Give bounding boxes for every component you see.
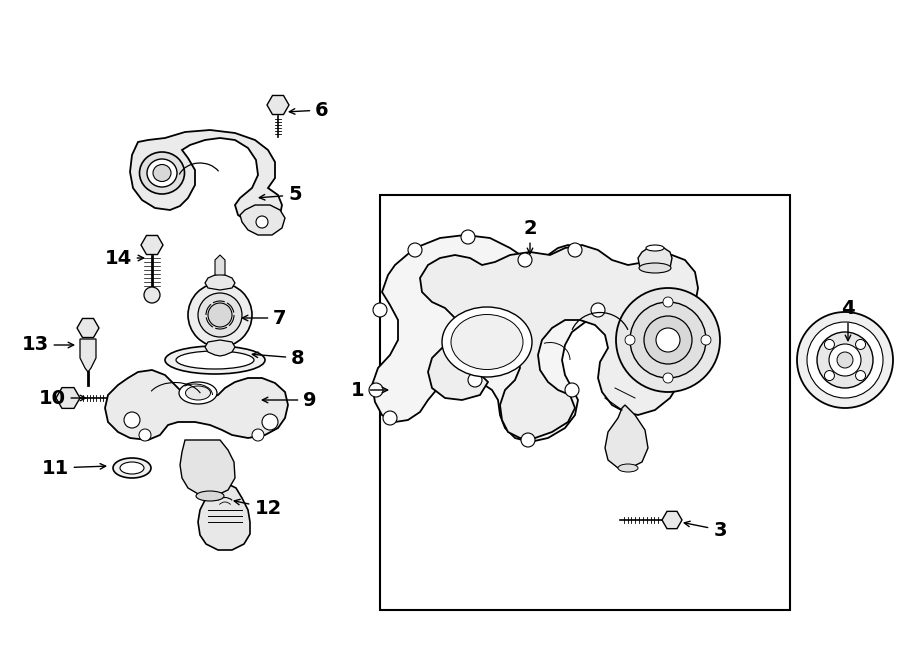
Circle shape	[856, 340, 866, 350]
Circle shape	[468, 373, 482, 387]
Circle shape	[568, 243, 582, 257]
Polygon shape	[198, 484, 250, 550]
Circle shape	[256, 216, 268, 228]
Circle shape	[262, 414, 278, 430]
Text: 12: 12	[234, 498, 282, 518]
Bar	[380, 195, 790, 610]
Polygon shape	[240, 205, 285, 235]
Ellipse shape	[120, 462, 144, 474]
Circle shape	[807, 322, 883, 398]
Circle shape	[616, 288, 720, 392]
Ellipse shape	[176, 351, 254, 369]
Text: 3: 3	[684, 520, 727, 539]
Text: 7: 7	[242, 309, 287, 327]
Text: 4: 4	[842, 299, 855, 340]
Circle shape	[630, 302, 706, 378]
Circle shape	[817, 332, 873, 388]
Ellipse shape	[140, 152, 184, 194]
Text: 9: 9	[262, 391, 317, 410]
Circle shape	[144, 287, 160, 303]
Circle shape	[701, 335, 711, 345]
Circle shape	[824, 371, 834, 381]
Polygon shape	[205, 340, 235, 356]
Circle shape	[663, 297, 673, 307]
Circle shape	[565, 383, 579, 397]
Circle shape	[663, 373, 673, 383]
Circle shape	[518, 253, 532, 267]
Text: 10: 10	[39, 389, 86, 407]
Text: 6: 6	[289, 100, 328, 120]
Circle shape	[208, 303, 232, 327]
Polygon shape	[215, 255, 225, 275]
Polygon shape	[372, 235, 602, 442]
Polygon shape	[638, 246, 672, 268]
Circle shape	[521, 433, 535, 447]
Polygon shape	[420, 245, 698, 438]
Polygon shape	[605, 405, 648, 468]
Polygon shape	[105, 370, 288, 440]
Text: 11: 11	[41, 459, 105, 477]
Circle shape	[408, 243, 422, 257]
Ellipse shape	[185, 386, 211, 400]
Circle shape	[139, 429, 151, 441]
Text: 1: 1	[351, 381, 388, 399]
Circle shape	[856, 371, 866, 381]
Ellipse shape	[147, 159, 177, 187]
Circle shape	[625, 335, 635, 345]
Ellipse shape	[639, 263, 671, 273]
Polygon shape	[662, 512, 682, 529]
Ellipse shape	[442, 307, 532, 377]
Text: 13: 13	[22, 336, 74, 354]
Circle shape	[369, 383, 383, 397]
Circle shape	[644, 316, 692, 364]
Text: 2: 2	[523, 219, 536, 254]
Circle shape	[656, 328, 680, 352]
Circle shape	[198, 293, 242, 337]
Ellipse shape	[646, 245, 664, 251]
Circle shape	[824, 340, 834, 350]
Text: 14: 14	[104, 249, 144, 268]
Ellipse shape	[451, 315, 523, 369]
Circle shape	[188, 283, 252, 347]
Ellipse shape	[179, 382, 217, 404]
Circle shape	[837, 352, 853, 368]
Polygon shape	[77, 319, 99, 338]
Polygon shape	[56, 387, 80, 408]
Ellipse shape	[196, 491, 224, 501]
Circle shape	[797, 312, 893, 408]
Polygon shape	[267, 95, 289, 114]
Ellipse shape	[618, 464, 638, 472]
Circle shape	[383, 411, 397, 425]
Circle shape	[124, 412, 140, 428]
Circle shape	[252, 429, 264, 441]
Circle shape	[829, 344, 861, 376]
Text: 5: 5	[259, 186, 302, 204]
Polygon shape	[205, 274, 235, 290]
Ellipse shape	[165, 346, 265, 374]
Text: 8: 8	[252, 348, 305, 368]
Ellipse shape	[153, 165, 171, 182]
Polygon shape	[141, 235, 163, 254]
Circle shape	[591, 303, 605, 317]
Circle shape	[373, 303, 387, 317]
Circle shape	[461, 230, 475, 244]
Polygon shape	[130, 130, 282, 225]
Ellipse shape	[113, 458, 151, 478]
Polygon shape	[80, 339, 96, 372]
Polygon shape	[180, 440, 235, 496]
